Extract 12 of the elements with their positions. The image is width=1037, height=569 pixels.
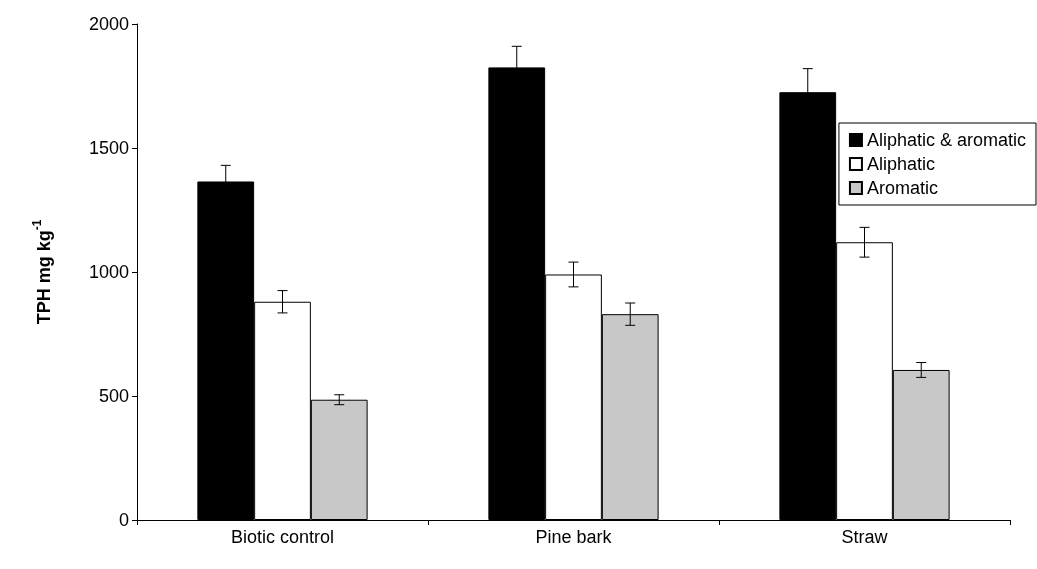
y-tick-label: 1000: [88, 262, 129, 282]
y-axis-title: TPH mg kg-1: [30, 219, 54, 325]
y-tick-label: 2000: [88, 14, 129, 34]
y-tick-label: 500: [98, 386, 129, 406]
legend-label: Aliphatic & aromatic: [866, 130, 1027, 150]
x-tick-label: Straw: [841, 527, 889, 547]
x-tick-label: Pine bark: [535, 527, 613, 547]
y-tick-label: 0: [118, 510, 129, 530]
legend-label: Aliphatic: [866, 154, 935, 174]
x-tick-label: Biotic control: [230, 527, 335, 547]
y-tick-label: 1500: [88, 138, 129, 158]
legend-label: Aromatic: [866, 178, 938, 198]
